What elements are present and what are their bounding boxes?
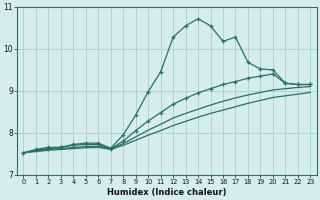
X-axis label: Humidex (Indice chaleur): Humidex (Indice chaleur) — [107, 188, 227, 197]
